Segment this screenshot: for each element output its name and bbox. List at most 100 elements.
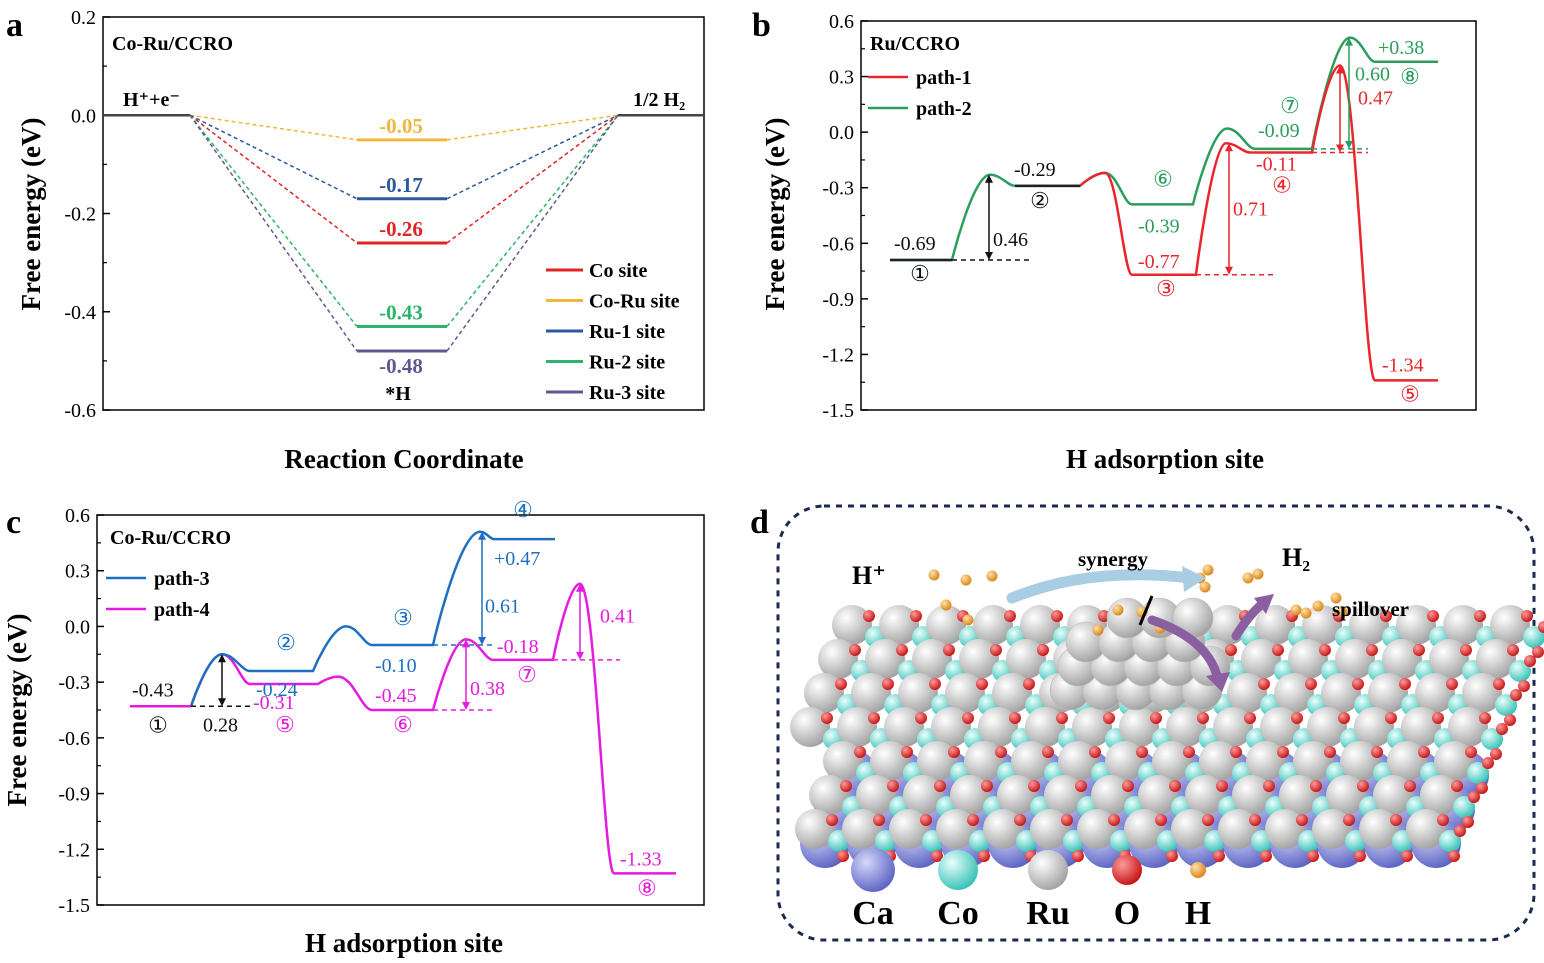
y-tick-label: -0.3	[822, 178, 854, 200]
value-label: -0.69	[894, 233, 936, 255]
h-atom	[1202, 564, 1214, 576]
o-atom	[854, 746, 866, 758]
h-atom	[1252, 568, 1264, 580]
panel-b-y-ticks: 0.6 0.3 0.0 -0.3 -0.6 -0.9 -1.2 -1.5	[822, 11, 868, 422]
ru-atom	[931, 707, 971, 747]
y-tick-label: -0.3	[58, 672, 90, 694]
y-tick-label: -0.6	[58, 728, 90, 750]
legend-atom-swatch	[1112, 855, 1142, 885]
o-atom	[1075, 780, 1087, 792]
y-tick-label: -0.9	[58, 784, 90, 806]
series-value-label: -0.26	[379, 217, 423, 241]
panel-c-paths	[130, 530, 676, 875]
value-label: -0.45	[375, 685, 417, 707]
schematic-legend: Ca Co Ru O H	[851, 848, 1211, 932]
value-label: 0.28	[203, 714, 238, 736]
panel-a-x-label: Reaction Coordinate	[284, 444, 523, 474]
value-label: +0.38	[1378, 37, 1424, 59]
ru-atom	[1171, 809, 1211, 849]
o-atom	[978, 850, 990, 862]
o-atom	[1401, 850, 1413, 862]
ru-atom	[1326, 775, 1366, 815]
panel-b-legend: path-1 path-2	[868, 67, 972, 120]
o-atom	[1249, 814, 1261, 826]
ru-atom	[832, 605, 872, 645]
h-atom	[1312, 600, 1324, 612]
panel-c: c 0.6 0.3 0.0 -0.3 -0.6 -0.9 -1.2 -1.5 Free ene…	[2, 497, 705, 958]
ru-atom	[1185, 775, 1225, 815]
ru-atom	[884, 707, 924, 747]
ru-atom	[1382, 639, 1422, 679]
legend-entry: Ru-2 site	[589, 352, 665, 374]
ru-atom	[1354, 707, 1394, 747]
o-atom	[1230, 746, 1242, 758]
spillover-arrow-up-head	[1254, 594, 1274, 614]
o-atom	[1244, 712, 1256, 724]
o-atom	[934, 780, 946, 792]
schematic-label-proton: H⁺	[852, 561, 886, 590]
ru-atom	[1415, 673, 1455, 713]
ru-atom	[1359, 809, 1399, 849]
value-label: 0.46	[993, 229, 1028, 251]
o-atom	[1103, 712, 1115, 724]
o-atom	[1338, 712, 1350, 724]
y-tick-label: -0.9	[822, 289, 854, 311]
o-atom	[1451, 780, 1463, 792]
o-atom	[1538, 621, 1544, 633]
o-atom	[1014, 814, 1026, 826]
o-atom	[1460, 644, 1472, 656]
o-atom	[1260, 850, 1272, 862]
ru-atom	[823, 741, 863, 781]
o-atom	[1155, 814, 1167, 826]
y-tick-label: 0.0	[71, 105, 96, 127]
ru-atom	[903, 775, 943, 815]
ru-atom	[1006, 639, 1046, 679]
ru-atom	[1044, 775, 1084, 815]
ru-atom	[1025, 707, 1065, 747]
barrier-arrow-head	[1225, 266, 1233, 275]
synergy-pointer	[1138, 595, 1154, 626]
ru-atom	[1443, 605, 1483, 645]
co-atom	[1481, 728, 1503, 750]
barrier-arrow-head	[462, 639, 470, 648]
series-dash-out	[446, 114, 619, 200]
ru-atom	[795, 809, 835, 849]
ru-atom	[1246, 741, 1286, 781]
value-label: -0.11	[1256, 154, 1297, 176]
o-atom	[1479, 712, 1491, 724]
y-tick-label: 0.6	[65, 505, 90, 527]
h-atom	[1330, 592, 1342, 604]
ru-atom	[959, 639, 999, 679]
o-atom	[1037, 644, 1049, 656]
o-atom	[882, 678, 894, 690]
ru-atom	[1020, 605, 1060, 645]
ru-atom	[1260, 707, 1300, 747]
panel-c-labels: 0.28 0.61 0.38 0.41 -0.43 ① ② -0.24 ③ -0.10 ④ +0.47…	[132, 497, 662, 900]
value-label: -0.39	[1138, 215, 1180, 237]
series-dash-out	[446, 114, 619, 352]
legend-atom-label: Ca	[852, 895, 894, 932]
o-atom	[1468, 791, 1480, 803]
state-label-adsorbed: *H	[385, 383, 411, 405]
o-atom	[1454, 825, 1466, 837]
o-atom	[981, 780, 993, 792]
o-atom	[1051, 610, 1063, 622]
series-value-label: -0.48	[379, 354, 423, 378]
legend-atom-swatch	[851, 848, 895, 892]
value-label: 0.38	[470, 678, 505, 700]
legend-atom-label: O	[1114, 895, 1140, 932]
schematic-label-synergy: synergy	[1078, 547, 1148, 571]
site-marker: ⑤	[1400, 381, 1420, 406]
h-atom	[1300, 607, 1312, 619]
y-tick-label: 0.0	[829, 122, 854, 144]
legend-entry: path-2	[916, 98, 972, 120]
h-atom	[928, 569, 940, 581]
o-atom	[868, 712, 880, 724]
legend-entry: Ru-1 site	[589, 321, 665, 343]
y-tick-label: -1.5	[58, 895, 90, 917]
ru-atom	[837, 707, 877, 747]
barrier-arrow-head	[478, 637, 486, 645]
o-atom	[1028, 780, 1040, 792]
ru-atom	[1124, 809, 1164, 849]
